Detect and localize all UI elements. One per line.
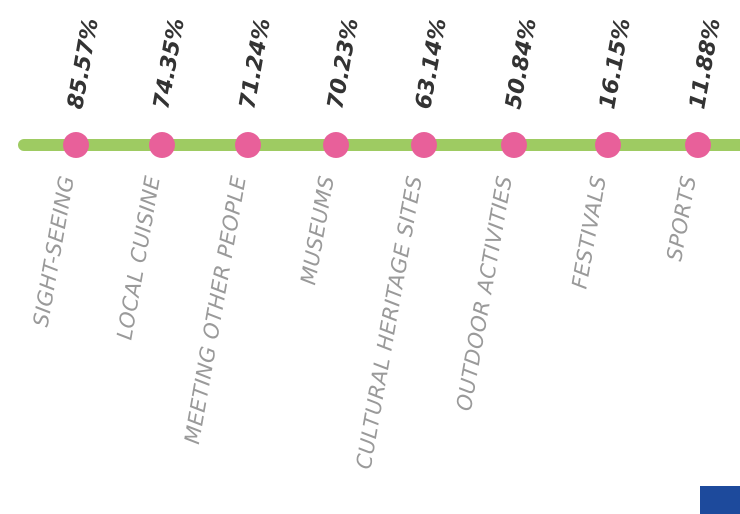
value-label: 70.23% bbox=[323, 16, 364, 111]
timeline-dot bbox=[63, 132, 89, 158]
timeline-dot bbox=[501, 132, 527, 158]
timeline-dot bbox=[595, 132, 621, 158]
timeline-dot bbox=[149, 132, 175, 158]
timeline-marks: 85.57% SIGHT-SEEING 74.35% LOCAL CUISINE 71.… bbox=[29, 16, 726, 471]
value-label: 50.84% bbox=[501, 16, 542, 111]
category-label: OUTDOOR ACTIVITIES bbox=[452, 174, 517, 413]
category-label: SIGHT-SEEING bbox=[29, 174, 79, 329]
value-label: 85.57% bbox=[63, 16, 104, 111]
value-label: 11.88% bbox=[685, 16, 726, 111]
value-label: 71.24% bbox=[235, 16, 276, 111]
timeline-dot bbox=[323, 132, 349, 158]
value-label: 63.14% bbox=[411, 16, 452, 111]
category-label: MUSEUMS bbox=[296, 174, 339, 287]
value-label: 74.35% bbox=[149, 16, 190, 111]
timeline-dot bbox=[235, 132, 261, 158]
timeline-dot bbox=[685, 132, 711, 158]
category-label: MEETING OTHER PEOPLE bbox=[180, 173, 251, 445]
category-label: CULTURAL HERITAGE SITES bbox=[352, 174, 427, 471]
category-label: FESTIVALS bbox=[567, 174, 611, 291]
category-label: SPORTS bbox=[662, 174, 701, 263]
value-label: 16.15% bbox=[595, 16, 636, 111]
category-label: LOCAL CUISINE bbox=[112, 173, 165, 341]
corner-block bbox=[700, 486, 740, 514]
timeline-dot bbox=[411, 132, 437, 158]
